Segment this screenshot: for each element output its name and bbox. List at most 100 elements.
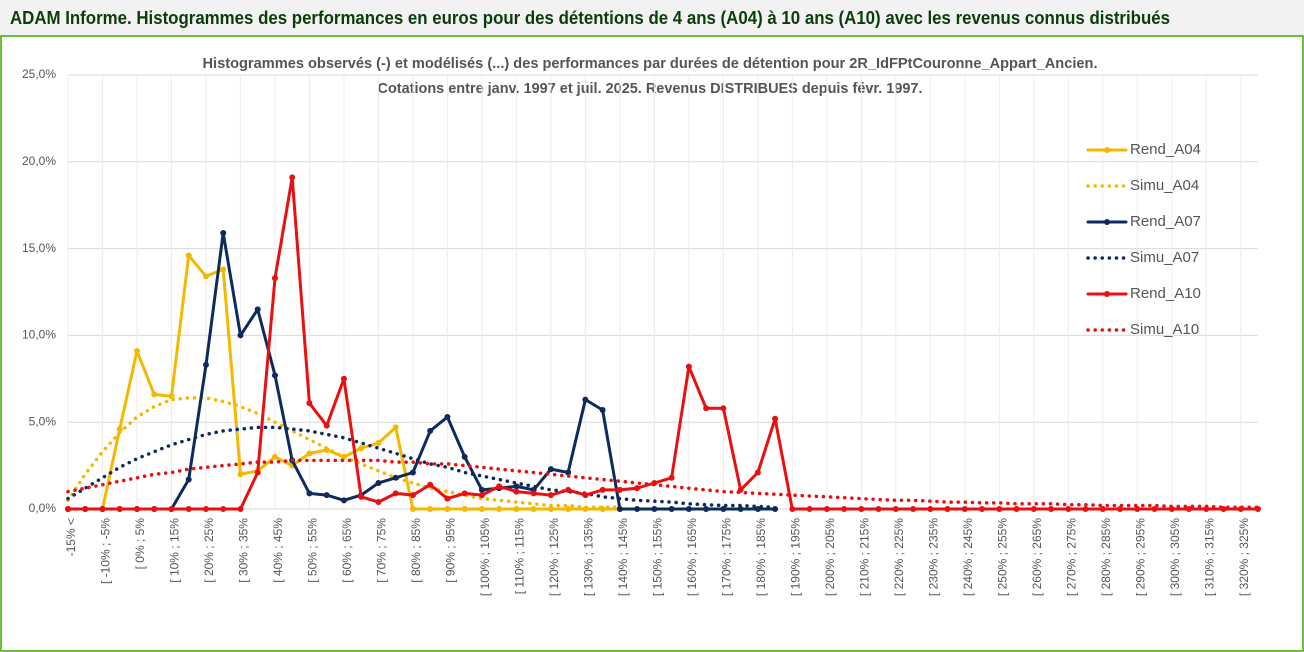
legend-label: Simu_A07 — [1130, 249, 1199, 266]
y-tick-label: 0,0% — [29, 501, 57, 515]
data-point — [1134, 506, 1141, 512]
data-point — [392, 490, 399, 497]
chart-title: Histogrammes observés (-) et modélisés (… — [203, 55, 1098, 72]
data-point — [220, 266, 227, 273]
data-point — [737, 506, 744, 512]
data-point — [1151, 506, 1158, 512]
y-tick-label: 20,0% — [22, 154, 56, 168]
x-tick-label: [ 20% ; 25% — [202, 518, 216, 583]
data-point — [910, 506, 917, 512]
data-point — [651, 506, 658, 512]
data-point — [237, 332, 244, 339]
x-tick-label: [ 70% ; 75% — [375, 518, 389, 583]
x-tick-label: [ 160% ; 165% — [685, 518, 699, 596]
data-point — [496, 506, 503, 512]
data-point — [358, 445, 365, 452]
x-tick-label: [ 210% ; 215% — [858, 518, 872, 596]
y-tick-label: 5,0% — [29, 414, 57, 428]
data-point — [185, 252, 192, 259]
data-point — [720, 405, 727, 412]
data-point — [202, 506, 209, 512]
data-point — [358, 493, 365, 500]
x-tick-label: [ 10% ; 15% — [168, 518, 182, 583]
data-point — [116, 426, 123, 433]
data-point — [565, 506, 572, 512]
data-point — [565, 469, 572, 476]
data-point — [375, 479, 382, 486]
x-tick-label: [ 120% ; 125% — [547, 518, 561, 596]
data-point — [409, 469, 416, 476]
data-point — [202, 273, 209, 280]
data-point — [1013, 506, 1020, 512]
data-point — [599, 407, 606, 414]
data-point — [133, 348, 140, 355]
x-tick-label: [ 260% ; 265% — [1030, 518, 1044, 596]
data-point — [375, 440, 382, 447]
data-point — [703, 405, 710, 412]
data-point — [565, 486, 572, 493]
data-point — [823, 506, 830, 512]
data-point — [547, 506, 554, 512]
data-point — [616, 506, 623, 512]
header-bar — [0, 0, 1304, 36]
data-point — [461, 490, 468, 497]
x-tick-label: [ 220% ; 225% — [892, 518, 906, 596]
data-point — [427, 427, 434, 434]
data-point — [703, 506, 710, 512]
data-point — [547, 492, 554, 499]
data-point — [116, 506, 123, 512]
data-point — [513, 483, 520, 490]
data-point — [461, 453, 468, 460]
x-tick-label: [ 240% ; 245% — [961, 518, 975, 596]
data-point — [151, 391, 158, 398]
x-tick-label: [ 110% ; 115% — [513, 518, 527, 595]
y-tick-label: 15,0% — [22, 241, 56, 255]
data-point — [1030, 506, 1037, 512]
x-tick-label: [ 100% ; 105% — [478, 518, 492, 596]
header-title: ADAM Informe. Histogrammes des performan… — [10, 8, 1170, 28]
data-point — [220, 506, 227, 512]
data-point — [582, 492, 589, 499]
data-point — [858, 506, 865, 512]
data-point — [254, 469, 261, 476]
x-tick-label: [ 80% ; 85% — [409, 518, 423, 583]
x-tick-label: -15% < — [64, 518, 78, 556]
data-point — [185, 506, 192, 512]
data-point — [478, 486, 485, 493]
data-point — [237, 506, 244, 512]
legend-label: Simu_A10 — [1130, 321, 1199, 338]
data-point — [927, 506, 934, 512]
series-line — [66, 175, 1260, 511]
data-point — [392, 474, 399, 481]
data-point — [461, 506, 468, 512]
data-point — [634, 506, 641, 512]
x-tick-label: [ 320% ; 325% — [1237, 518, 1251, 596]
data-point — [841, 506, 848, 512]
data-point — [772, 415, 779, 422]
data-point — [530, 490, 537, 497]
x-tick-label: [ -10% ; -5% — [99, 518, 113, 584]
y-tick-label: 25,0% — [22, 67, 56, 81]
data-point — [720, 506, 727, 512]
data-point — [772, 506, 779, 512]
data-point — [806, 506, 813, 512]
data-point — [444, 413, 451, 420]
data-point — [306, 450, 313, 457]
x-tick-label: [ 60% ; 65% — [340, 518, 354, 583]
x-tick-label: [ 130% ; 135% — [582, 518, 596, 596]
data-point — [323, 422, 330, 429]
data-point — [306, 490, 313, 497]
x-tick-label: [ 90% ; 95% — [444, 518, 458, 583]
data-point — [65, 506, 71, 512]
data-point — [1117, 506, 1124, 512]
data-point — [427, 481, 434, 488]
data-point — [634, 485, 641, 492]
legend-label: Rend_A04 — [1130, 141, 1201, 158]
x-tick-label: [ 170% ; 175% — [720, 518, 734, 596]
data-point — [237, 471, 244, 478]
data-point — [409, 492, 416, 499]
data-point — [444, 506, 451, 512]
legend-marker — [1104, 219, 1110, 225]
x-tick-label: [ 310% ; 315% — [1202, 518, 1216, 596]
data-point — [444, 495, 451, 502]
